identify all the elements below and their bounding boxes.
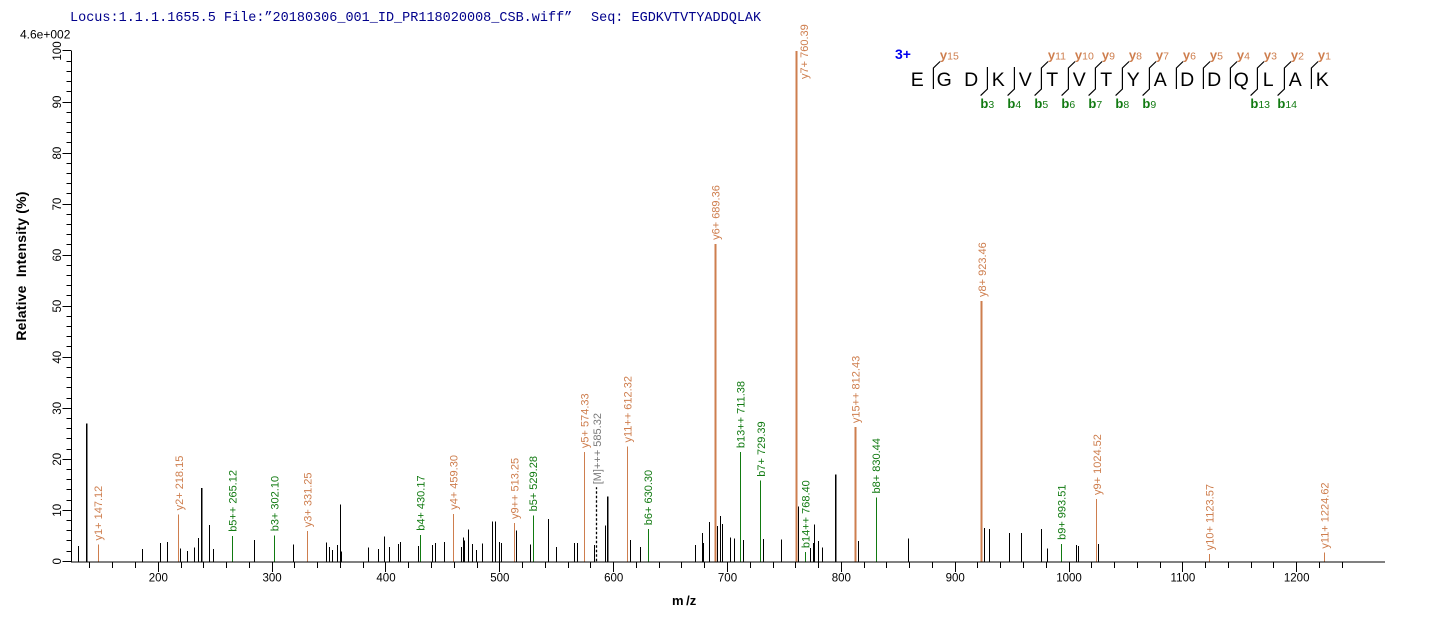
svg-text:b9+ 993.51: b9+ 993.51 [1057,485,1069,540]
svg-text:y5+ 574.33: y5+ 574.33 [579,393,591,448]
svg-text:K: K [992,69,1005,91]
svg-text:Q: Q [1234,69,1249,91]
svg-text:400: 400 [376,573,395,585]
svg-text:y4: y4 [1237,48,1250,63]
svg-text:50: 50 [52,300,64,313]
svg-text:y8: y8 [1129,48,1142,63]
svg-text:600: 600 [604,573,623,585]
svg-text:m /z: m /z [672,593,697,608]
svg-text:300: 300 [263,573,282,585]
svg-text:500: 500 [490,573,509,585]
svg-text:b5: b5 [1034,96,1048,111]
svg-text:y9++ 513.25: y9++ 513.25 [510,458,522,519]
svg-text:y5: y5 [1210,48,1223,63]
svg-text:E: E [911,69,924,91]
svg-text:20: 20 [52,453,64,466]
svg-text:b5++ 265.12: b5++ 265.12 [227,470,239,532]
svg-text:900: 900 [946,573,965,585]
svg-text:Relative Intensity (%): Relative Intensity (%) [13,191,29,340]
svg-text:V: V [1073,69,1086,91]
svg-text:0: 0 [52,558,64,564]
svg-text:Locus:1.1.1.1655.5 File:”20180: Locus:1.1.1.1655.5 File:”20180306_001_ID… [70,11,572,26]
svg-text:3+: 3+ [895,46,911,62]
svg-text:70: 70 [52,198,64,211]
svg-text:b14: b14 [1277,96,1297,111]
svg-text:y9: y9 [1102,48,1115,63]
svg-text:b13++ 711.38: b13++ 711.38 [736,381,748,448]
svg-text:y1: y1 [1318,48,1331,63]
svg-text:y6+ 689.36: y6+ 689.36 [710,185,722,240]
svg-text:G: G [937,69,952,91]
svg-text:D: D [964,69,978,91]
svg-text:b8+ 830.44: b8+ 830.44 [871,438,883,493]
svg-text:T: T [1100,69,1112,91]
svg-text:60: 60 [52,249,64,262]
svg-text:200: 200 [149,573,168,585]
svg-text:30: 30 [52,402,64,415]
svg-text:y7: y7 [1156,48,1169,63]
svg-text:10: 10 [52,504,64,517]
svg-text:40: 40 [52,351,64,364]
svg-text:4.6e+002: 4.6e+002 [20,28,71,42]
svg-text:b4: b4 [1007,96,1021,111]
svg-text:90: 90 [52,96,64,109]
svg-text:y6: y6 [1183,48,1196,63]
svg-text:y7+ 760.39: y7+ 760.39 [799,24,811,79]
svg-text:b5+ 529.28: b5+ 529.28 [528,456,540,511]
svg-text:b6+ 630.30: b6+ 630.30 [643,470,655,525]
svg-text:y9+ 1024.52: y9+ 1024.52 [1092,434,1104,495]
svg-text:b4+ 430.17: b4+ 430.17 [415,475,427,530]
svg-text:b7+ 729.39: b7+ 729.39 [756,421,768,476]
svg-text:Y: Y [1127,69,1140,91]
svg-text:y2+ 218.15: y2+ 218.15 [174,456,186,511]
svg-text:y11: y11 [1048,48,1066,63]
svg-text:Seq: EGDKVTVTYADDQLAK: Seq: EGDKVTVTYADDQLAK [591,11,762,26]
svg-text:1200: 1200 [1284,573,1310,585]
svg-text:700: 700 [718,573,737,585]
svg-text:y11++ 612.32: y11++ 612.32 [623,376,635,442]
svg-text:b9: b9 [1142,96,1156,111]
svg-text:T: T [1046,69,1058,91]
svg-text:y10: y10 [1075,48,1094,63]
svg-text:K: K [1316,69,1329,91]
svg-text:y2: y2 [1291,48,1304,63]
svg-text:A: A [1154,69,1167,91]
svg-text:A: A [1289,69,1302,91]
svg-text:b3+ 302.10: b3+ 302.10 [270,476,282,531]
svg-text:b6: b6 [1061,96,1075,111]
svg-text:b3: b3 [980,96,994,111]
svg-text:y11+ 1224.62: y11+ 1224.62 [1320,482,1332,548]
svg-text:80: 80 [52,147,64,160]
svg-text:b14++ 768.40: b14++ 768.40 [800,480,812,548]
svg-text:y8+ 923.46: y8+ 923.46 [977,242,989,297]
svg-text:y3+ 331.25: y3+ 331.25 [303,472,315,527]
svg-text:y1+ 147.12: y1+ 147.12 [93,486,105,541]
svg-text:D: D [1207,69,1221,91]
svg-text:y3: y3 [1264,48,1277,63]
svg-text:b7: b7 [1088,96,1102,111]
svg-text:b13: b13 [1250,96,1270,111]
svg-text:1000: 1000 [1056,573,1082,585]
svg-text:800: 800 [832,573,851,585]
svg-text:y15: y15 [940,48,959,63]
svg-text:b8: b8 [1115,96,1129,111]
svg-text:y4+ 459.30: y4+ 459.30 [449,455,461,510]
svg-text:y15++ 812.43: y15++ 812.43 [851,356,863,423]
svg-text:V: V [1019,69,1032,91]
svg-text:100: 100 [52,41,64,60]
svg-text:D: D [1180,69,1194,91]
svg-text:y10+ 1123.57: y10+ 1123.57 [1205,484,1217,550]
svg-text:L: L [1263,69,1274,91]
svg-text:[M]+++ 585.32: [M]+++ 585.32 [592,413,604,484]
svg-text:1100: 1100 [1171,573,1196,585]
